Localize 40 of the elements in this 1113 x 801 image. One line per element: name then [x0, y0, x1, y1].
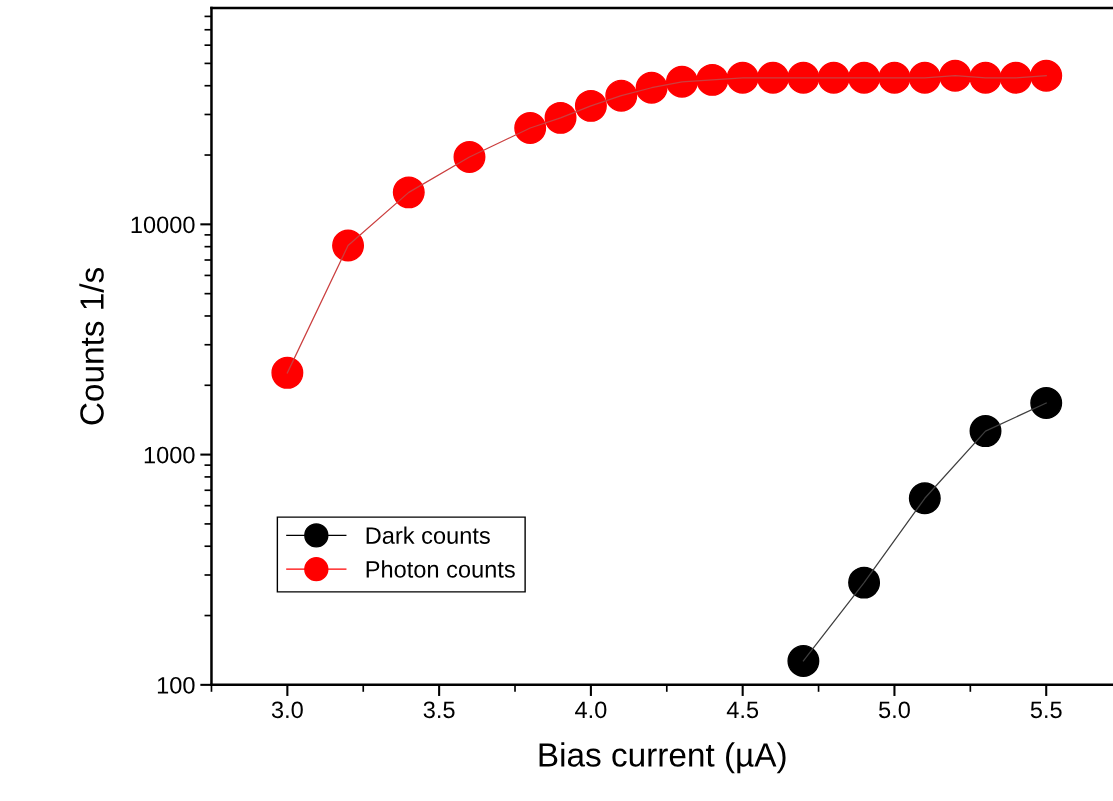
x-tick-label: 4.0	[575, 701, 607, 719]
point	[969, 415, 1002, 448]
point	[908, 482, 941, 515]
point	[848, 566, 881, 599]
point	[332, 229, 365, 262]
legend-label: Photon counts	[366, 560, 515, 578]
point	[665, 65, 698, 98]
point	[939, 59, 972, 92]
point	[999, 61, 1032, 94]
x-tick-label: 3.0	[271, 701, 303, 719]
y-tick-label: 10000	[131, 216, 195, 234]
point	[696, 63, 729, 96]
point	[605, 79, 638, 112]
point	[969, 61, 1002, 94]
point	[544, 101, 577, 134]
point	[878, 61, 911, 94]
point	[635, 71, 668, 104]
point	[453, 141, 486, 174]
x-tick-label: 5.5	[1030, 701, 1062, 719]
point	[817, 61, 850, 94]
point	[787, 61, 820, 94]
y-axis-title: Counts 1/s	[79, 267, 104, 425]
legend-label: Dark counts	[366, 526, 490, 544]
point	[908, 61, 941, 94]
point	[726, 61, 759, 94]
point	[757, 61, 790, 94]
point	[787, 644, 820, 677]
point	[1030, 387, 1063, 419]
y-tick-label: 1000	[144, 446, 195, 464]
y-tick-label: 100	[157, 676, 195, 694]
point	[574, 89, 607, 122]
x-tick-label: 3.5	[423, 701, 455, 719]
point	[1030, 59, 1063, 92]
point	[514, 112, 547, 144]
x-tick-label: 5.0	[878, 701, 910, 719]
point	[848, 61, 881, 94]
point	[271, 356, 304, 389]
point	[392, 176, 425, 209]
x-axis-title: Bias current (µA)	[539, 742, 786, 774]
x-tick-label: 4.5	[726, 701, 759, 719]
